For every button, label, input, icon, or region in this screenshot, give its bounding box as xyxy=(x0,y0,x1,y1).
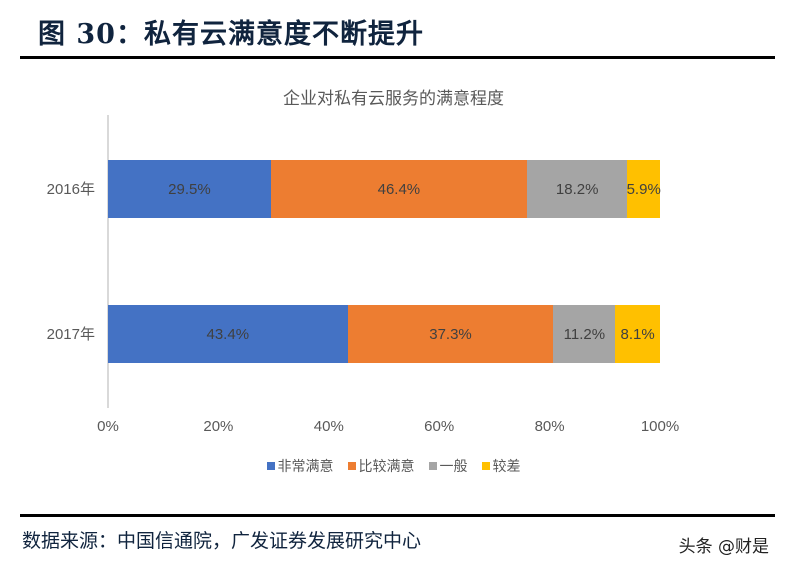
bar-segment: 11.2% xyxy=(553,305,616,363)
x-tick-label: 40% xyxy=(313,418,344,435)
bar-segment: 43.4% xyxy=(108,305,348,363)
legend-item: 比较满意 xyxy=(347,456,415,476)
source-note: 数据来源：中国信通院，广发证券发展研究中心 xyxy=(22,530,422,552)
category-label-2016: 2016年 xyxy=(46,181,95,198)
legend-label: 较差 xyxy=(492,459,521,475)
bar-2016: 29.5% 46.4% 18.2% 5.9% xyxy=(108,160,661,218)
legend-swatch-icon xyxy=(428,462,437,470)
bar-segment: 18.2% xyxy=(526,160,628,218)
bottom-divider xyxy=(20,514,775,517)
watermark: 头条 @财是 xyxy=(678,537,769,557)
legend: 非常满意 比较满意 一般 较差 xyxy=(0,456,787,476)
x-tick-label: 0% xyxy=(97,418,119,435)
legend-label: 一般 xyxy=(439,459,468,475)
bar-segment: 5.9% xyxy=(627,160,661,218)
legend-label: 比较满意 xyxy=(358,459,415,475)
chart-title: 企业对私有云服务的满意程度 xyxy=(283,89,504,109)
x-tick-label: 20% xyxy=(203,418,234,435)
legend-item: 较差 xyxy=(481,456,521,476)
legend-label: 非常满意 xyxy=(277,459,334,475)
y-axis-line xyxy=(107,115,109,408)
top-divider xyxy=(20,56,775,59)
bar-segment: 8.1% xyxy=(615,305,660,363)
legend-swatch-icon xyxy=(347,462,356,470)
legend-item: 非常满意 xyxy=(266,456,334,476)
legend-item: 一般 xyxy=(428,456,468,476)
category-label-2017: 2017年 xyxy=(46,326,95,343)
bar-segment: 29.5% xyxy=(108,160,271,218)
bar-segment: 46.4% xyxy=(270,160,527,218)
x-tick-label: 60% xyxy=(424,418,455,435)
bar-2017: 43.4% 37.3% 11.2% 8.1% xyxy=(108,305,660,363)
x-tick-label: 80% xyxy=(534,418,565,435)
legend-swatch-icon xyxy=(481,462,490,470)
x-tick-label: 100% xyxy=(640,418,680,435)
figure-title: 图 30：私有云满意度不断提升 xyxy=(38,19,424,50)
legend-swatch-icon xyxy=(266,462,275,470)
bar-segment: 37.3% xyxy=(347,305,554,363)
